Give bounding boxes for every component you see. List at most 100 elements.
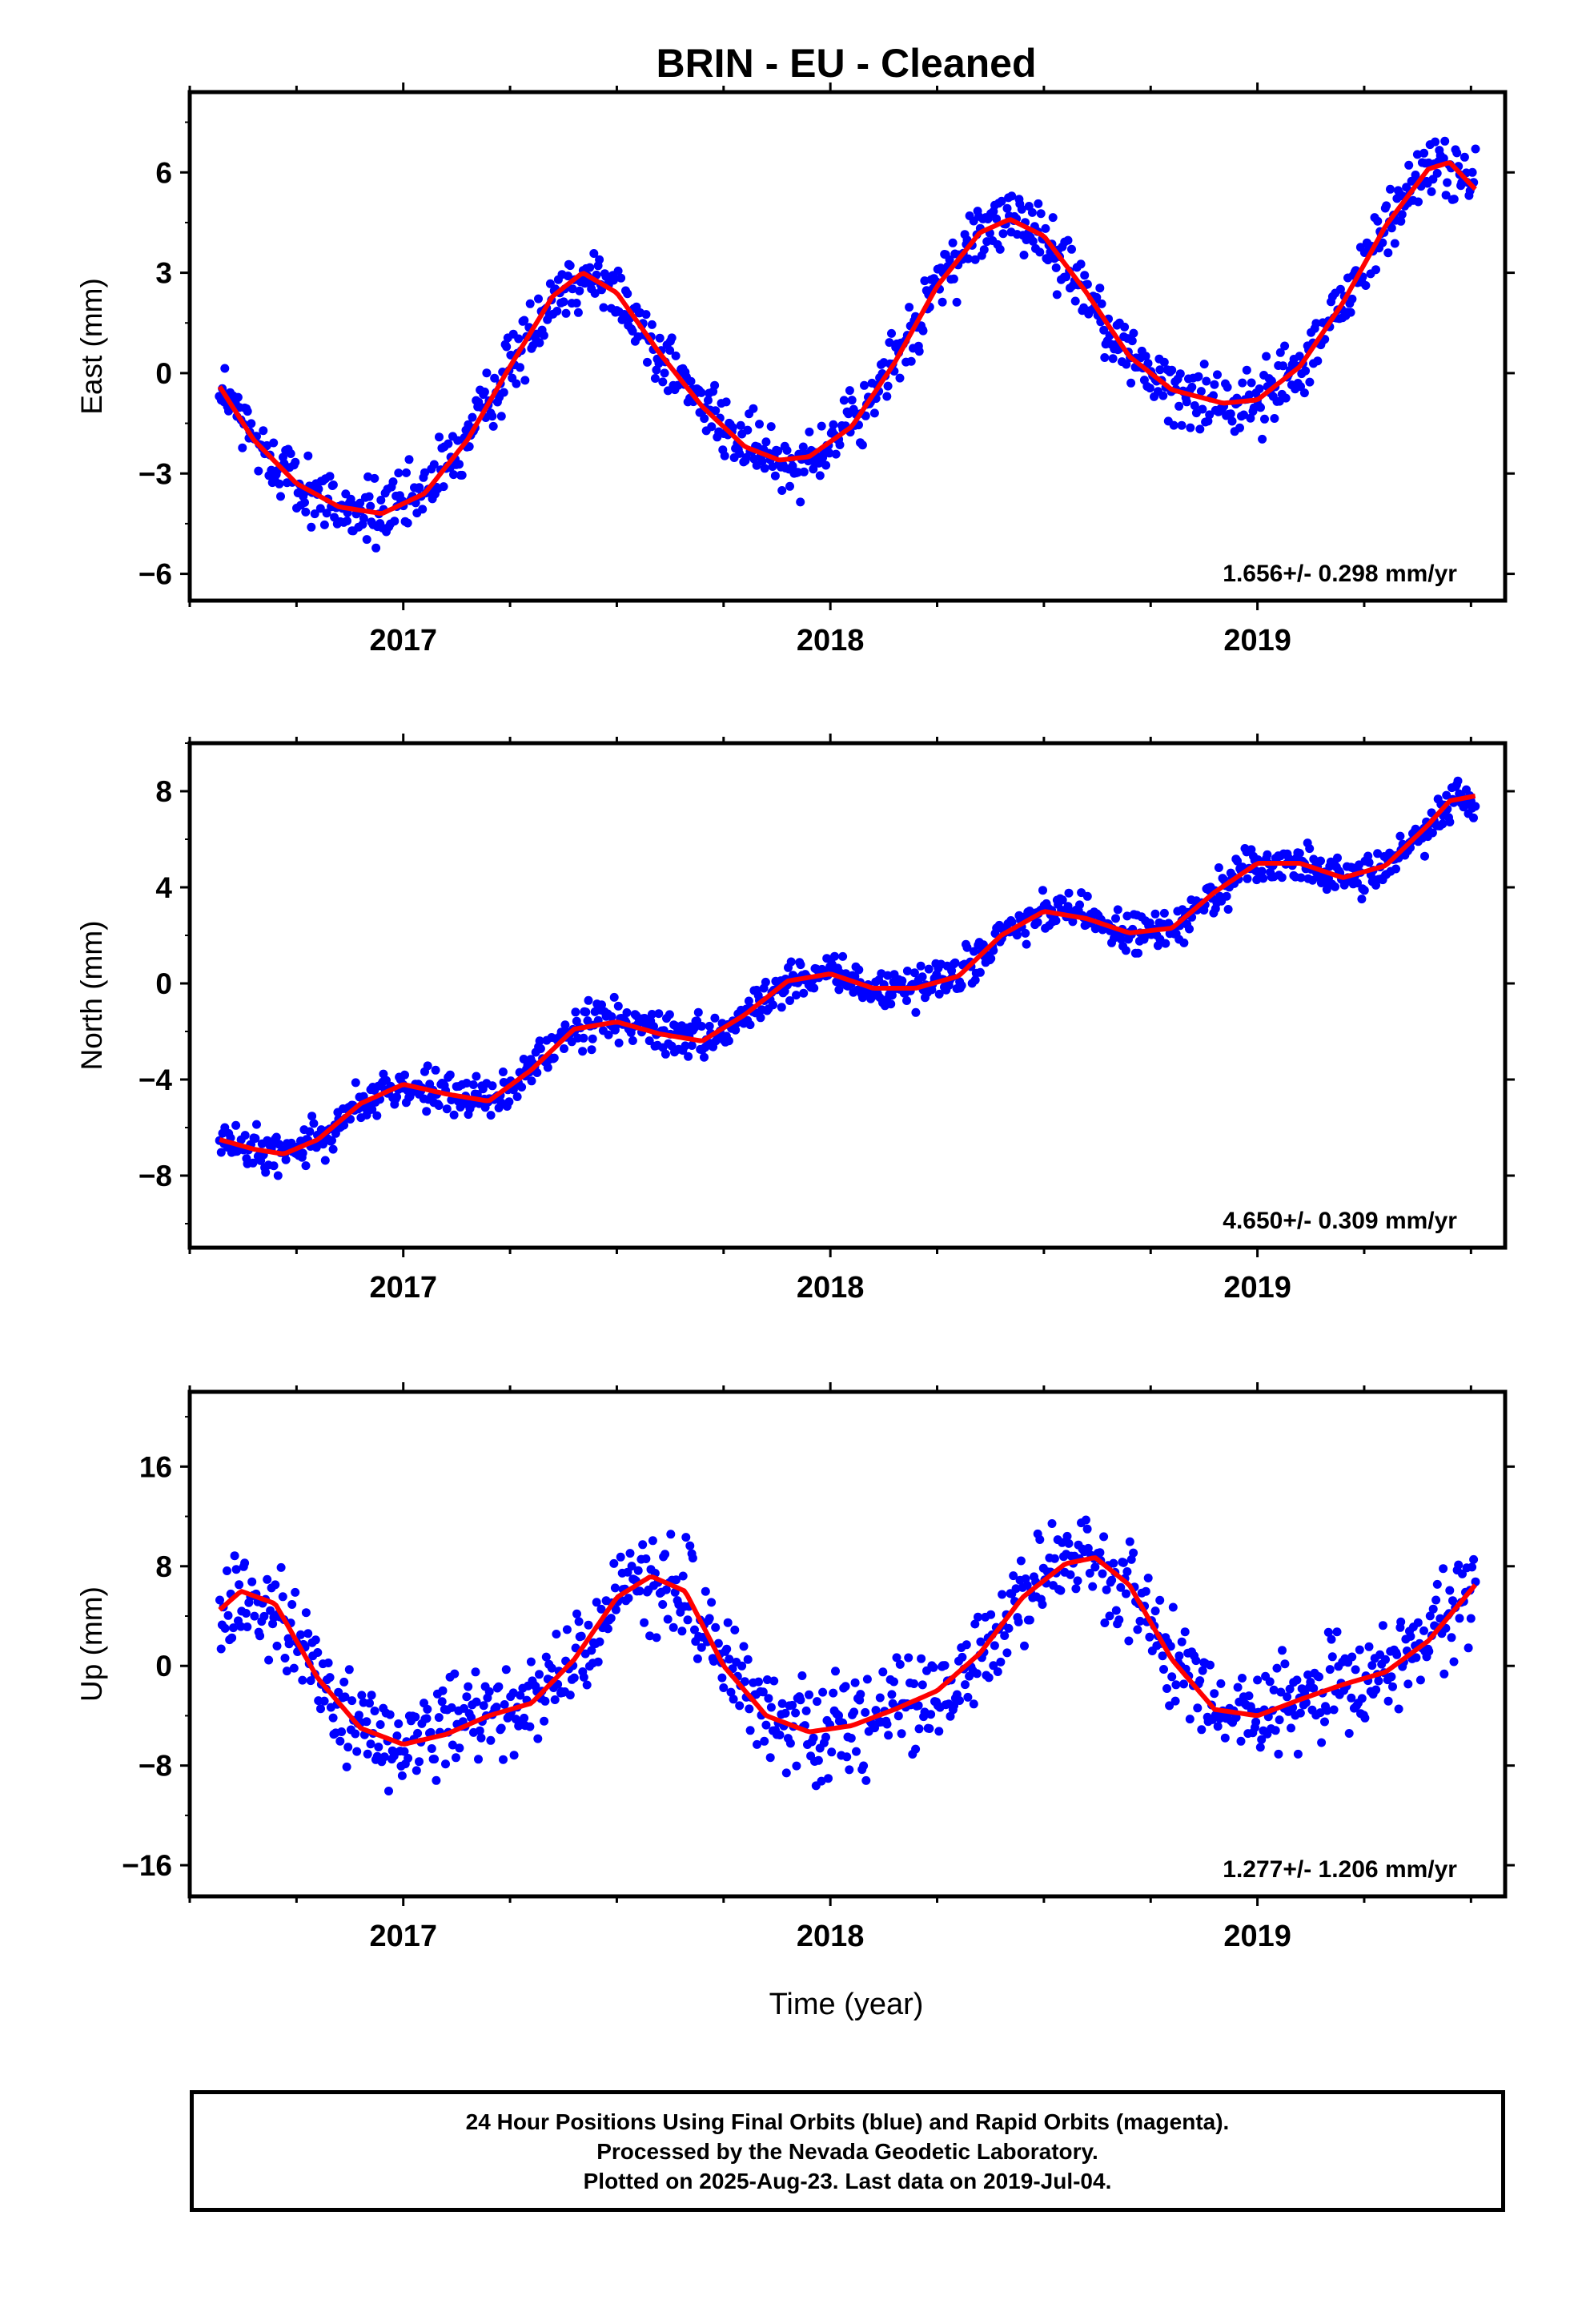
data-point (1275, 1715, 1284, 1725)
data-point (1244, 1691, 1254, 1701)
data-point (1439, 154, 1448, 163)
data-point (743, 425, 753, 435)
data-point (1168, 1602, 1178, 1612)
data-point (434, 1101, 444, 1110)
data-point (624, 1594, 633, 1603)
data-point (1038, 1600, 1047, 1609)
data-point (764, 1694, 773, 1703)
data-point (1387, 1672, 1396, 1682)
panel-2: −8 −4 0 4 8 2017 2018 2019 North (mm) 4.650+/- 0.… (75, 734, 1515, 1305)
data-point (227, 1633, 237, 1642)
data-point (917, 972, 927, 982)
data-point (1019, 251, 1029, 259)
data-point (745, 1020, 755, 1030)
data-point (1020, 1641, 1029, 1651)
data-point (543, 1063, 552, 1072)
data-point (760, 464, 769, 473)
data-point (1412, 150, 1422, 159)
data-point (845, 386, 854, 396)
data-point (508, 1688, 518, 1698)
data-point (761, 437, 771, 447)
data-point (1239, 410, 1248, 420)
data-point (677, 1626, 687, 1636)
data-point (992, 214, 1002, 223)
data-point (611, 1605, 620, 1614)
data-point (846, 1734, 856, 1743)
data-point (1058, 1538, 1067, 1547)
data-point (296, 1630, 305, 1639)
data-point (325, 472, 335, 481)
data-point (758, 1687, 768, 1697)
data-point (1414, 197, 1423, 207)
data-point (366, 501, 375, 511)
data-point (920, 276, 930, 286)
data-point (552, 307, 562, 316)
data-point (278, 1592, 287, 1602)
y-axis-label: East (mm) (75, 278, 108, 415)
data-point (641, 1554, 651, 1563)
data-point (1198, 404, 1207, 414)
data-point (1150, 909, 1160, 919)
panel-3: −16 −8 0 8 16 2017 2018 2019 Up (mm) 1.277+/- 1.2… (75, 1382, 1515, 1953)
data-point (661, 1585, 671, 1594)
data-point (1048, 213, 1058, 223)
data-point (809, 1733, 818, 1743)
data-point (1222, 891, 1231, 901)
fit-line (218, 1555, 1477, 1747)
data-point (534, 294, 543, 304)
data-point (439, 482, 448, 492)
x-tick-label: 2018 (797, 624, 865, 657)
y-tick-label: 16 (139, 1450, 172, 1483)
data-point (647, 320, 656, 329)
data-point (1323, 1627, 1333, 1637)
data-point (1082, 1524, 1092, 1534)
data-point (1165, 1701, 1174, 1711)
y-tick-label: −8 (139, 1750, 172, 1783)
data-point (938, 297, 947, 307)
data-point (856, 1690, 865, 1699)
data-point (552, 1630, 561, 1638)
data-point (893, 1711, 903, 1721)
data-point (1315, 1672, 1323, 1682)
data-point (713, 1638, 723, 1648)
data-point (701, 1586, 710, 1596)
data-point (882, 1719, 892, 1729)
data-point (367, 1691, 376, 1700)
data-point (1440, 136, 1450, 146)
data-point (535, 338, 544, 348)
data-point (328, 480, 338, 489)
data-point (1373, 216, 1383, 226)
data-point (704, 396, 713, 405)
data-point (259, 426, 268, 436)
data-point (1280, 341, 1290, 351)
data-point (986, 954, 996, 963)
data-point (638, 1540, 648, 1550)
data-point (240, 1131, 250, 1140)
data-point (1011, 1584, 1021, 1594)
data-point (1275, 348, 1285, 357)
data-point (423, 1061, 432, 1071)
data-point (1263, 850, 1272, 859)
data-point (773, 446, 783, 456)
data-point (897, 976, 907, 986)
x-tick-label: 2017 (369, 1920, 437, 1953)
data-point (1050, 1554, 1059, 1563)
data-point (616, 273, 626, 283)
data-point (1262, 352, 1271, 361)
data-point (897, 1729, 906, 1739)
data-point (462, 1692, 472, 1702)
data-point (622, 1008, 632, 1017)
data-point (1056, 1586, 1066, 1595)
data-point (492, 1703, 501, 1712)
data-point (479, 1701, 488, 1711)
data-point (667, 333, 677, 343)
plot-frame (187, 90, 1508, 603)
data-point (215, 1595, 224, 1605)
data-point (1367, 1661, 1377, 1671)
data-point (996, 1657, 1006, 1667)
data-point (441, 1759, 450, 1769)
data-point (504, 1097, 514, 1107)
data-point (263, 1574, 272, 1584)
data-point (572, 1609, 581, 1618)
